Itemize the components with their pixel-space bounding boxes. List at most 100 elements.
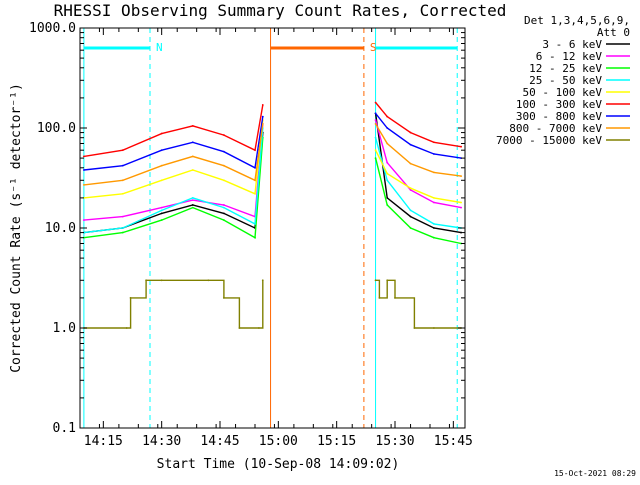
annotation-label-1: S bbox=[370, 41, 377, 54]
series-point-1-2-1 bbox=[409, 189, 412, 191]
series-point-0-3-1 bbox=[432, 227, 435, 229]
series-point-4-1-1 bbox=[386, 172, 389, 175]
series-point-6-2-0 bbox=[160, 149, 163, 152]
series-point-1-0-1 bbox=[374, 119, 377, 121]
annotation-label-0: N bbox=[156, 41, 163, 54]
series-point-8-2-0 bbox=[129, 296, 132, 299]
series-point-5-5-0 bbox=[254, 149, 256, 152]
series-point-3-3-1 bbox=[432, 222, 435, 225]
series-point-2-5-0 bbox=[254, 236, 256, 239]
series-line-8-1 bbox=[375, 279, 462, 329]
series-point-1-4-1 bbox=[460, 206, 463, 209]
series-point-1-3-0 bbox=[191, 199, 194, 202]
series-point-1-0-0 bbox=[82, 219, 85, 221]
series-point-1-1-0 bbox=[121, 215, 124, 218]
series-point-7-1-1 bbox=[386, 142, 389, 145]
series-point-5-6-0 bbox=[261, 104, 264, 106]
series-point-2-1-0 bbox=[121, 231, 124, 234]
series-point-6-0-0 bbox=[82, 169, 85, 171]
series-point-7-3-1 bbox=[432, 171, 435, 174]
legend-label-0: 3 - 6 keV bbox=[542, 38, 602, 51]
series-point-3-2-0 bbox=[160, 209, 163, 212]
legend-label-6: 300 - 800 keV bbox=[516, 110, 602, 123]
series-point-2-0-1 bbox=[374, 157, 377, 160]
series-point-4-2-0 bbox=[160, 179, 163, 182]
x-tick-label-3: 15:00 bbox=[259, 434, 298, 449]
series-point-8-1-0 bbox=[125, 327, 128, 329]
legend-label-2: 12 - 25 keV bbox=[529, 62, 602, 75]
series-point-3-2-1 bbox=[409, 209, 412, 212]
series-point-1-4-0 bbox=[222, 204, 225, 206]
y-axis-label: Corrected Count Rate (s⁻¹ detector⁻¹) bbox=[9, 83, 24, 373]
series-point-5-0-0 bbox=[82, 155, 85, 158]
axes: 0.1 1.0 10.0 100.0 1000.0 14:15 14:30 14:45 15:0… bbox=[29, 21, 473, 449]
series-point-8-5-1 bbox=[432, 327, 435, 329]
legend-label-5: 100 - 300 keV bbox=[516, 98, 602, 111]
x-tick-label-0: 14:15 bbox=[84, 434, 123, 449]
series-point-8-4-0 bbox=[160, 279, 163, 282]
series-point-7-2-1 bbox=[409, 162, 412, 165]
series-point-8-6-0 bbox=[222, 296, 225, 299]
series-point-0-4-0 bbox=[222, 212, 225, 215]
series-point-5-1-0 bbox=[121, 149, 124, 152]
series-point-8-1-1 bbox=[378, 296, 381, 299]
x-tick-label-1: 14:30 bbox=[142, 434, 181, 449]
y-tick-label-0: 0.1 bbox=[53, 421, 76, 436]
series-point-6-3-0 bbox=[191, 141, 194, 144]
series-point-5-3-0 bbox=[191, 124, 194, 127]
legend-label-1: 6 - 12 keV bbox=[536, 50, 603, 63]
series-point-7-2-0 bbox=[160, 164, 163, 167]
series-point-2-3-1 bbox=[432, 236, 435, 239]
series-point-5-2-0 bbox=[160, 132, 163, 135]
y-tick-label-4: 1000.0 bbox=[29, 21, 76, 36]
series-point-8-7-0 bbox=[238, 327, 241, 329]
series-point-8-5-0 bbox=[207, 279, 210, 282]
series-point-5-3-1 bbox=[432, 141, 435, 144]
series-point-5-2-1 bbox=[409, 131, 412, 134]
series-point-3-0-1 bbox=[374, 136, 377, 139]
series-point-1-3-1 bbox=[432, 201, 435, 204]
series-point-8-8-0 bbox=[257, 327, 260, 329]
series-point-7-4-0 bbox=[222, 164, 225, 167]
series-point-7-0-1 bbox=[374, 122, 377, 125]
timestamp: 15-Oct-2021 08:29 bbox=[554, 469, 636, 478]
series-point-6-6-0 bbox=[261, 115, 264, 118]
series-point-3-3-0 bbox=[191, 196, 194, 199]
series-point-7-4-1 bbox=[460, 175, 463, 178]
series-point-4-3-1 bbox=[432, 196, 435, 199]
series-point-5-1-1 bbox=[386, 115, 389, 118]
x-tick-label-4: 15:15 bbox=[317, 434, 356, 449]
x-tick-label-5: 15:30 bbox=[375, 434, 414, 449]
legend-header-0: Det 1,3,4,5,6,9, bbox=[524, 14, 630, 27]
series-point-7-1-0 bbox=[121, 179, 124, 182]
series-point-6-0-1 bbox=[374, 112, 377, 115]
series-point-5-0-1 bbox=[374, 101, 377, 104]
series-point-4-5-0 bbox=[254, 192, 256, 195]
series-point-1-1-1 bbox=[386, 161, 389, 164]
series-point-3-4-0 bbox=[222, 206, 225, 209]
legend-label-3: 25 - 50 keV bbox=[529, 74, 602, 87]
series-point-4-4-1 bbox=[460, 201, 463, 204]
x-tick-label-2: 14:45 bbox=[200, 434, 239, 449]
series-point-8-3-1 bbox=[394, 296, 396, 299]
series-point-1-2-0 bbox=[160, 206, 163, 209]
series-point-6-1-1 bbox=[386, 127, 389, 129]
x-tick-label-6: 15:45 bbox=[434, 434, 473, 449]
series-point-2-1-1 bbox=[386, 204, 389, 206]
series-point-7-3-0 bbox=[191, 155, 194, 158]
series-point-0-1-1 bbox=[386, 196, 389, 199]
series-point-7-5-0 bbox=[254, 179, 256, 182]
series-point-7-0-0 bbox=[82, 183, 85, 186]
legend-label-4: 50 - 100 keV bbox=[523, 86, 603, 99]
series-point-7-6-0 bbox=[261, 122, 264, 125]
y-tick-label-1: 1.0 bbox=[53, 321, 76, 336]
y-tick-label-3: 100.0 bbox=[37, 121, 76, 136]
series-point-6-1-0 bbox=[121, 164, 124, 167]
series-point-8-4-1 bbox=[413, 327, 416, 329]
legend-label-8: 7000 - 15000 keV bbox=[496, 134, 602, 147]
